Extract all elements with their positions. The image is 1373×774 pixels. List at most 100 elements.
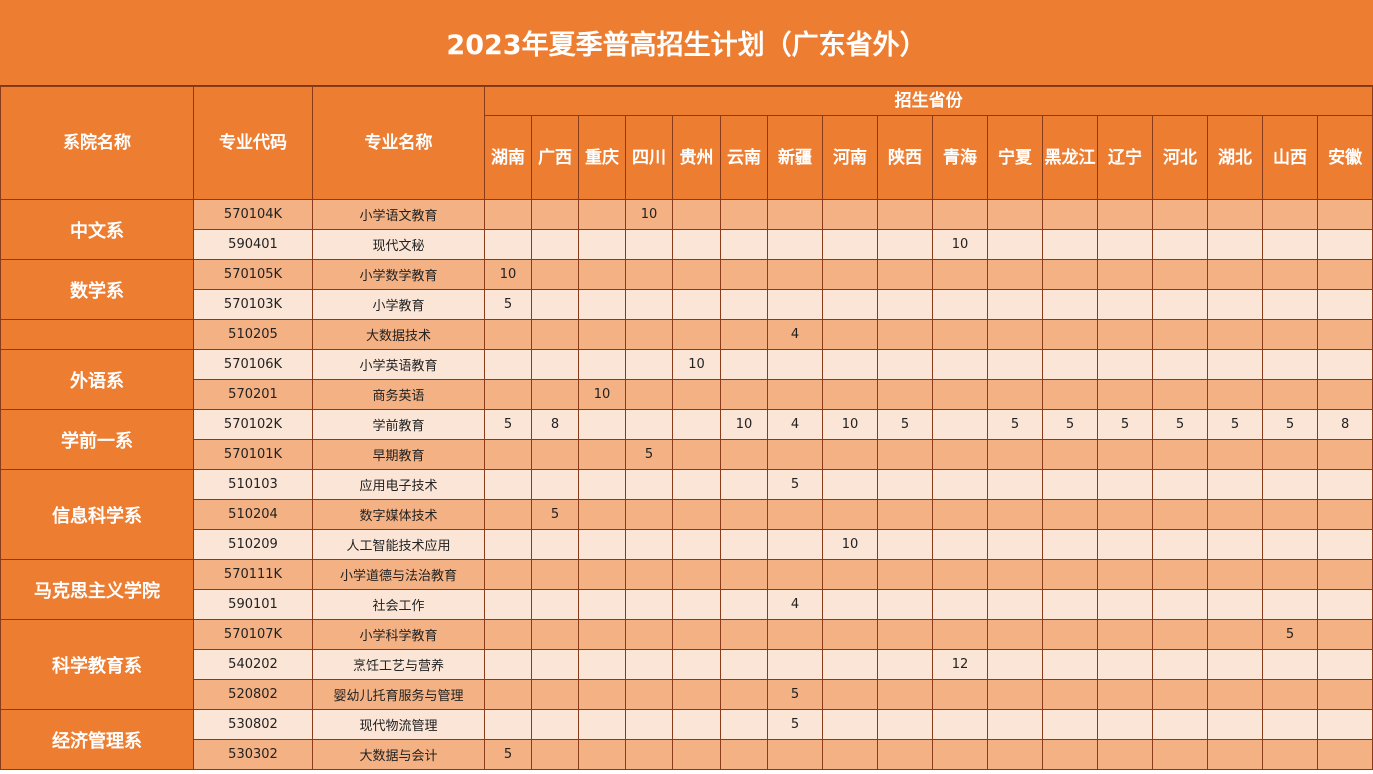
quota-cell bbox=[531, 619, 579, 650]
quota-cell bbox=[1152, 739, 1208, 770]
quota-cell bbox=[932, 349, 988, 380]
quota-cell bbox=[484, 319, 532, 350]
major-cell: 人工智能技术应用 bbox=[312, 529, 485, 560]
major-cell: 学前教育 bbox=[312, 409, 485, 440]
quota-cell: 4 bbox=[767, 319, 823, 350]
quota-cell bbox=[625, 649, 673, 680]
quota-cell bbox=[1316, 439, 1373, 470]
quota-cell bbox=[625, 589, 673, 620]
quota-cell bbox=[1042, 289, 1098, 320]
quota-cell bbox=[1152, 679, 1208, 710]
quota-cell bbox=[1207, 649, 1263, 680]
quota-cell bbox=[987, 379, 1043, 410]
quota-cell bbox=[877, 349, 933, 380]
quota-cell bbox=[484, 589, 532, 620]
quota-cell bbox=[1207, 529, 1263, 560]
header-province: 黑龙江 bbox=[1042, 115, 1098, 200]
quota-cell: 5 bbox=[484, 409, 532, 440]
quota-cell bbox=[1316, 559, 1373, 590]
quota-cell bbox=[1262, 439, 1318, 470]
code-cell: 510205 bbox=[193, 319, 313, 350]
quota-cell bbox=[720, 289, 768, 320]
major-cell: 社会工作 bbox=[312, 589, 485, 620]
major-cell: 大数据技术 bbox=[312, 319, 485, 350]
quota-cell bbox=[625, 739, 673, 770]
quota-cell bbox=[1316, 289, 1373, 320]
page-title: 2023年夏季普高招生计划（广东省外） bbox=[0, 0, 1373, 86]
header-province: 新疆 bbox=[767, 115, 823, 200]
major-cell: 小学数学教育 bbox=[312, 259, 485, 290]
quota-cell bbox=[720, 709, 768, 740]
quota-cell bbox=[1097, 589, 1153, 620]
quota-cell bbox=[1316, 739, 1373, 770]
quota-cell bbox=[822, 319, 878, 350]
header-province: 广西 bbox=[531, 115, 579, 200]
department-cell bbox=[0, 319, 194, 350]
quota-cell bbox=[720, 649, 768, 680]
quota-cell bbox=[625, 709, 673, 740]
quota-cell: 5 bbox=[767, 709, 823, 740]
quota-cell bbox=[1042, 619, 1098, 650]
quota-cell bbox=[578, 319, 626, 350]
code-cell: 570103K bbox=[193, 289, 313, 320]
major-cell: 小学语文教育 bbox=[312, 199, 485, 230]
quota-cell bbox=[822, 349, 878, 380]
quota-cell: 5 bbox=[531, 499, 579, 530]
quota-cell bbox=[767, 529, 823, 560]
quota-cell bbox=[1097, 349, 1153, 380]
quota-cell: 5 bbox=[877, 409, 933, 440]
quota-cell bbox=[1262, 679, 1318, 710]
quota-cell bbox=[672, 499, 721, 530]
quota-cell bbox=[672, 619, 721, 650]
quota-cell bbox=[987, 289, 1043, 320]
quota-cell bbox=[1207, 619, 1263, 650]
quota-cell bbox=[720, 619, 768, 650]
header-province: 重庆 bbox=[578, 115, 626, 200]
code-cell: 570102K bbox=[193, 409, 313, 440]
quota-cell bbox=[932, 469, 988, 500]
quota-cell: 5 bbox=[1097, 409, 1153, 440]
quota-cell bbox=[1152, 589, 1208, 620]
quota-cell bbox=[625, 469, 673, 500]
quota-cell bbox=[720, 439, 768, 470]
quota-cell bbox=[625, 679, 673, 710]
quota-cell bbox=[1262, 379, 1318, 410]
quota-cell bbox=[484, 559, 532, 590]
quota-cell bbox=[720, 589, 768, 620]
quota-cell bbox=[767, 559, 823, 590]
quota-cell: 8 bbox=[531, 409, 579, 440]
quota-cell bbox=[672, 439, 721, 470]
quota-cell bbox=[1152, 289, 1208, 320]
quota-cell bbox=[987, 349, 1043, 380]
quota-cell bbox=[1262, 709, 1318, 740]
quota-cell bbox=[877, 709, 933, 740]
quota-cell bbox=[720, 229, 768, 260]
quota-cell bbox=[877, 439, 933, 470]
major-cell: 婴幼儿托育服务与管理 bbox=[312, 679, 485, 710]
quota-cell bbox=[484, 349, 532, 380]
quota-cell bbox=[672, 559, 721, 590]
table-row: 学前一系 570102K 学前教育 5 8 10 4 10 5 5 5 5 5 5 5 8 bbox=[0, 409, 1373, 470]
quota-cell bbox=[672, 259, 721, 290]
quota-cell bbox=[578, 709, 626, 740]
quota-cell bbox=[484, 439, 532, 470]
code-cell: 510204 bbox=[193, 499, 313, 530]
quota-cell bbox=[1262, 589, 1318, 620]
quota-cell bbox=[822, 619, 878, 650]
quota-cell bbox=[1316, 199, 1373, 230]
quota-cell bbox=[1097, 679, 1153, 710]
quota-cell: 5 bbox=[767, 679, 823, 710]
quota-cell bbox=[1097, 199, 1153, 230]
table-row: 570201 商务英语 10 bbox=[1, 379, 1373, 410]
quota-cell bbox=[1097, 499, 1153, 530]
quota-cell bbox=[484, 619, 532, 650]
code-cell: 570101K bbox=[193, 439, 313, 470]
quota-cell bbox=[531, 589, 579, 620]
quota-cell bbox=[720, 499, 768, 530]
quota-cell bbox=[531, 529, 579, 560]
quota-cell bbox=[672, 589, 721, 620]
quota-cell bbox=[932, 319, 988, 350]
quota-cell bbox=[531, 439, 579, 470]
quota-cell: 12 bbox=[932, 649, 988, 680]
table-row: 530302 大数据与会计 5 bbox=[1, 739, 1373, 770]
